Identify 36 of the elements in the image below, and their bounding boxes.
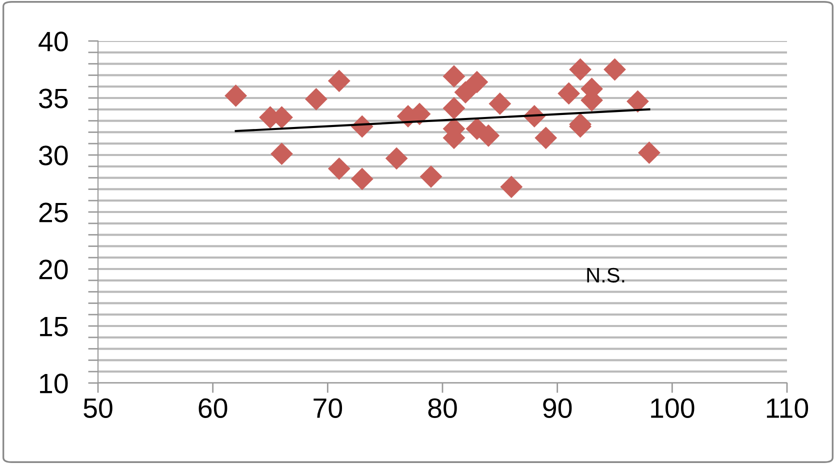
point [442,97,466,120]
y-tick-label: 40 [38,32,68,52]
point [270,142,293,166]
y-tick-label: 15 [40,316,68,336]
point [466,70,488,94]
point [638,142,660,164]
point [558,82,580,105]
point [442,65,466,88]
point [224,84,247,107]
point [454,81,477,104]
y-tick-label: 20 [39,260,68,280]
y-tick-label: 10 [40,374,68,394]
point [477,124,500,147]
x-tick-label: 70 [314,398,342,418]
point [328,157,350,180]
x-tick-label: 60 [198,398,228,418]
point [304,88,328,110]
point [626,90,649,113]
point [385,147,408,170]
point [328,70,350,92]
x-tick-label: 100 [651,398,694,418]
y-tick-label: 25 [39,202,68,222]
x-tick-label: 90 [543,398,572,418]
x-tick-label: 110 [766,398,808,418]
point [500,176,523,198]
x-tick-label: 80 [428,398,457,418]
point [534,126,558,150]
y-tick-label: 35 [39,88,68,108]
x-tick-label: 50 [84,398,112,418]
point [488,92,512,115]
y-tick-label: 30 [39,146,68,166]
annotation: N.S. [587,268,624,283]
point [604,58,626,81]
point [350,168,374,190]
point [569,58,592,81]
point [420,165,442,188]
